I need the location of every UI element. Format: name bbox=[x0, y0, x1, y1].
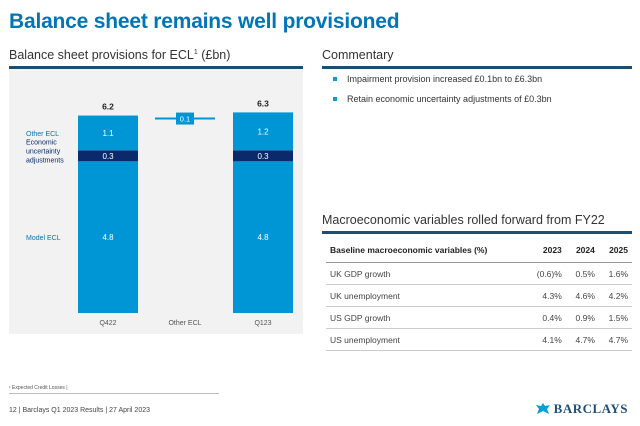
commentary-bullet-text: Impairment provision increased £0.1bn to… bbox=[347, 74, 543, 84]
commentary-list: Impairment provision increased £0.1bn to… bbox=[333, 74, 552, 114]
table-cell: (0.6)% bbox=[525, 262, 566, 285]
macro-header-cell: 2025 bbox=[598, 240, 632, 263]
data-label-model: 4.8 bbox=[102, 233, 114, 242]
data-label-other: 1.1 bbox=[102, 129, 114, 138]
barclays-logo: BARCLAYS bbox=[535, 401, 628, 417]
bar-other-ecl bbox=[78, 115, 138, 151]
chart-heading-text: Balance sheet provisions for ECL bbox=[9, 48, 194, 62]
footnote-rule bbox=[9, 393, 219, 394]
data-label-bridge: 0.1 bbox=[180, 115, 190, 124]
macro-header-cell: 2023 bbox=[525, 240, 566, 263]
commentary-rule bbox=[322, 66, 632, 69]
table-cell: 4.1% bbox=[525, 328, 566, 351]
eagle-icon bbox=[535, 403, 550, 414]
table-row: US GDP growth 0.4% 0.9% 1.5% bbox=[326, 306, 632, 329]
x-tick-label: Q422 bbox=[99, 320, 116, 327]
table-cell: 4.7% bbox=[598, 328, 632, 351]
series-label-econ: Economic bbox=[26, 139, 57, 146]
series-label-other: Other ECL bbox=[26, 131, 59, 138]
total-label: 6.3 bbox=[257, 98, 269, 108]
bar-economic-uncertainty bbox=[78, 150, 138, 162]
footnote: ¹ Expected Credit Losses | bbox=[9, 385, 68, 391]
series-label-model: Model ECL bbox=[26, 235, 61, 242]
data-label-model: 4.8 bbox=[257, 233, 269, 242]
footer-text: 12 | Barclays Q1 2023 Results | 27 April… bbox=[9, 407, 150, 414]
commentary-bullet: Impairment provision increased £0.1bn to… bbox=[333, 74, 552, 84]
table-cell: US GDP growth bbox=[326, 306, 526, 329]
page-title: Balance sheet remains well provisioned bbox=[9, 10, 400, 33]
table-cell: 4.7% bbox=[565, 328, 599, 351]
table-cell: US unemployment bbox=[326, 328, 526, 351]
table-cell: 1.6% bbox=[598, 262, 632, 285]
commentary-heading: Commentary bbox=[322, 48, 394, 62]
table-cell: 4.6% bbox=[565, 284, 599, 307]
table-cell: 4.3% bbox=[525, 284, 566, 307]
macro-table: Baseline macroeconomic variables (%) 202… bbox=[326, 240, 632, 351]
chart-heading-unit: (£bn) bbox=[201, 48, 231, 62]
data-label-econ: 0.3 bbox=[102, 152, 114, 161]
table-row: UK GDP growth (0.6)% 0.5% 1.6% bbox=[326, 262, 632, 285]
macro-header-cell: Baseline macroeconomic variables (%) bbox=[326, 240, 526, 263]
bar-other-ecl bbox=[233, 112, 293, 151]
bullet-square-icon bbox=[333, 77, 337, 81]
commentary-bullet: Retain economic uncertainty adjustments … bbox=[333, 94, 552, 104]
x-tick-label: Q123 bbox=[254, 320, 271, 327]
table-cell: UK unemployment bbox=[326, 284, 526, 307]
chart-heading-sup: 1 bbox=[193, 48, 198, 56]
series-label-econ: uncertainty bbox=[26, 148, 61, 155]
table-row: UK unemployment 4.3% 4.6% 4.2% bbox=[326, 284, 632, 307]
data-label-other: 1.2 bbox=[257, 127, 269, 136]
table-cell: UK GDP growth bbox=[326, 262, 526, 285]
chart-heading: Balance sheet provisions for ECL1 (£bn) bbox=[9, 48, 230, 62]
table-cell: 4.2% bbox=[598, 284, 632, 307]
bullet-square-icon bbox=[333, 97, 337, 101]
x-tick-label: Other ECL bbox=[168, 320, 201, 327]
series-label-econ: adjustments bbox=[26, 157, 64, 164]
total-label: 6.2 bbox=[102, 102, 114, 112]
bar-model-ecl bbox=[78, 161, 138, 313]
chart-heading-rule bbox=[9, 66, 303, 69]
bar-bridge-other-ecl bbox=[176, 112, 194, 125]
data-label-econ: 0.3 bbox=[257, 152, 269, 161]
table-cell: 0.5% bbox=[565, 262, 599, 285]
bar-economic-uncertainty bbox=[233, 150, 293, 162]
table-cell: 0.4% bbox=[525, 306, 566, 329]
table-row: US unemployment 4.1% 4.7% 4.7% bbox=[326, 328, 632, 351]
macro-header-cell: 2024 bbox=[565, 240, 599, 263]
macro-heading: Macroeconomic variables rolled forward f… bbox=[322, 213, 605, 227]
commentary-bullet-text: Retain economic uncertainty adjustments … bbox=[347, 94, 552, 104]
table-cell: 1.5% bbox=[598, 306, 632, 329]
table-cell: 0.9% bbox=[565, 306, 599, 329]
macro-rule bbox=[322, 231, 632, 234]
bar-model-ecl bbox=[233, 161, 293, 313]
macro-header-row: Baseline macroeconomic variables (%) 202… bbox=[326, 240, 632, 263]
logo-text: BARCLAYS bbox=[553, 401, 628, 416]
